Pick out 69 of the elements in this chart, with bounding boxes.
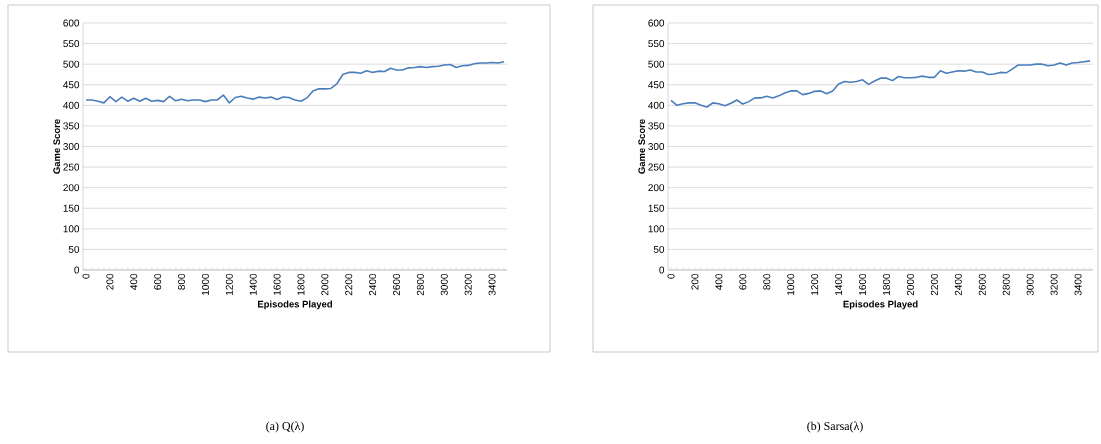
x-tick-label: 3000 [1026, 273, 1034, 296]
y-tick-label: 300 [648, 142, 665, 151]
y-axis-title: Game Score [638, 119, 646, 174]
x-tick-label: 1600 [859, 273, 867, 295]
y-tick-label: 400 [63, 101, 80, 109]
x-tick-label: 600 [154, 273, 162, 290]
y-tick-label: 250 [648, 163, 665, 171]
x-tick-label: 2600 [393, 273, 401, 296]
x-tick-label: 800 [178, 273, 186, 290]
text: (a) Q(λ) [266, 421, 304, 433]
x-tick-label: 3200 [1050, 273, 1058, 296]
x-tick-label: 1000 [787, 273, 795, 295]
y-tick-label: 350 [648, 122, 665, 130]
y-tick-label: 0 [74, 266, 80, 274]
y-tick-label: 50 [68, 245, 80, 253]
y-axis-title: Game Score [53, 119, 61, 174]
y-tick-label: 150 [648, 204, 665, 212]
x-tick-label: 2800 [1002, 273, 1010, 296]
x-tick-label: 2600 [978, 273, 986, 296]
line-series [85, 60, 505, 104]
y-tick-label: 500 [63, 60, 80, 68]
x-tick-label: 2000 [906, 273, 914, 296]
x-tick-label: 1600 [273, 273, 281, 295]
x-tick-label: 200 [106, 273, 114, 290]
x-tick-label: 1200 [811, 273, 819, 295]
x-tick-label: 2200 [345, 273, 353, 296]
x-tick-label: 2000 [321, 273, 329, 296]
x-tick-label: 3400 [1074, 273, 1082, 296]
y-tick-label: 100 [63, 225, 80, 233]
x-tick-label: 1800 [297, 273, 305, 295]
x-tick-label: 2400 [369, 273, 377, 296]
x-tick-label: 400 [715, 273, 723, 290]
x-tick-label: 2400 [954, 273, 962, 296]
y-tick-label: 100 [648, 225, 665, 233]
x-tick-label: 1000 [201, 273, 209, 295]
x-axis-title: Episodes Played [843, 300, 918, 310]
y-tick-label: 400 [648, 101, 665, 109]
x-axis-title: Episodes Played [258, 300, 332, 310]
y-tick-label: 200 [648, 184, 665, 192]
x-tick-label: 800 [763, 273, 771, 290]
text: (b) Sarsa(λ) [807, 421, 863, 433]
x-tick-label: 2800 [416, 273, 424, 296]
x-tick-label: 3200 [464, 273, 472, 296]
x-tick-label: 1400 [249, 273, 257, 295]
y-tick-label: 200 [63, 184, 80, 192]
x-tick-label: 600 [739, 273, 747, 290]
x-tick-label: 1200 [225, 273, 233, 295]
y-tick-label: 50 [653, 245, 665, 253]
y-tick-label: 550 [648, 40, 665, 48]
x-tick-label: 2200 [930, 273, 938, 296]
y-tick-label: 550 [63, 40, 80, 48]
x-tick-label: 400 [130, 273, 138, 290]
y-tick-label: 600 [63, 19, 80, 27]
x-tick-label: 1400 [835, 273, 843, 295]
x-tick-label: 3400 [488, 273, 496, 296]
y-tick-label: 500 [648, 60, 665, 68]
x-tick-label: 3000 [440, 273, 448, 296]
y-tick-label: 600 [648, 19, 665, 27]
y-tick-label: 450 [648, 81, 665, 89]
y-tick-label: 350 [63, 122, 80, 130]
y-tick-label: 250 [63, 163, 80, 171]
y-tick-label: 0 [659, 266, 665, 274]
x-tick-label: 0 [82, 273, 90, 279]
x-tick-label: 200 [691, 273, 699, 290]
x-tick-label: 0 [667, 273, 675, 279]
x-tick-label: 1800 [882, 273, 891, 295]
y-tick-label: 300 [63, 142, 80, 151]
y-tick-label: 150 [63, 204, 80, 212]
y-tick-label: 450 [63, 81, 80, 89]
